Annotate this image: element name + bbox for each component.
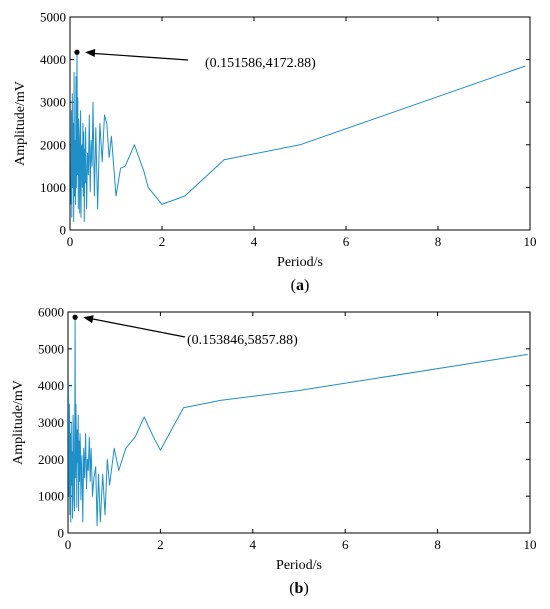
x-tick-label: 2 (157, 537, 164, 552)
y-tick-label: 4000 (38, 378, 64, 393)
y-tick-label: 3000 (38, 415, 64, 430)
panel-label: (a) (291, 277, 310, 294)
peak-marker (74, 49, 80, 55)
peak-arrow-shaft (88, 317, 186, 338)
y-tick-label: 5000 (40, 10, 66, 25)
x-tick-label: 8 (434, 537, 441, 552)
x-tick-label: 6 (343, 234, 350, 249)
y-tick-label: 0 (60, 223, 67, 238)
x-tick-label: 0 (65, 537, 72, 552)
plot-area-frame (69, 16, 531, 231)
x-tick-label: 6 (342, 537, 349, 552)
peak-arrow-head (84, 48, 96, 57)
x-tick-label: 10 (524, 537, 537, 552)
y-tick-label: 4000 (40, 52, 66, 67)
plot-area-frame (67, 311, 531, 534)
x-tick-label: 0 (67, 234, 74, 249)
x-tick-label: 8 (435, 234, 442, 249)
x-tick-label: 4 (250, 537, 257, 552)
y-tick-label: 1000 (38, 489, 64, 504)
series-line (70, 51, 526, 222)
series-line (68, 316, 528, 527)
y-tick-label: 1000 (40, 180, 66, 195)
y-axis-label: Amplitude/mV (13, 81, 28, 166)
peak-annotation: (0.153846,5857.88) (187, 333, 298, 348)
y-tick-label: 6000 (38, 305, 64, 320)
x-axis-label: Period/s (276, 558, 322, 573)
peak-marker (72, 314, 78, 320)
x-axis-label: Period/s (277, 255, 323, 270)
y-axis-label: Amplitude/mV (11, 380, 26, 465)
y-tick-label: 3000 (40, 95, 66, 110)
peak-annotation: (0.151586,4172.88) (205, 56, 316, 71)
x-tick-label: 4 (251, 234, 258, 249)
peak-arrow-shaft (90, 52, 189, 61)
peak-arrow-head (83, 315, 94, 324)
x-tick-label: 2 (159, 234, 166, 249)
panel-label: (b) (289, 580, 309, 597)
y-tick-label: 0 (58, 526, 65, 541)
chart-panel-a: 0 2 4 6 8 10 0 1000 2000 3000 4000 5000 Period/s Ampl… (13, 10, 537, 295)
x-tick-label: 10 (524, 234, 537, 249)
chart-panel-b: 0 2 4 6 8 10 0 1000 2000 3000 4000 5000 6000 Period/s… (11, 305, 537, 598)
y-tick-label: 2000 (40, 137, 66, 152)
y-tick-label: 5000 (38, 341, 64, 356)
y-tick-label: 2000 (38, 452, 64, 467)
